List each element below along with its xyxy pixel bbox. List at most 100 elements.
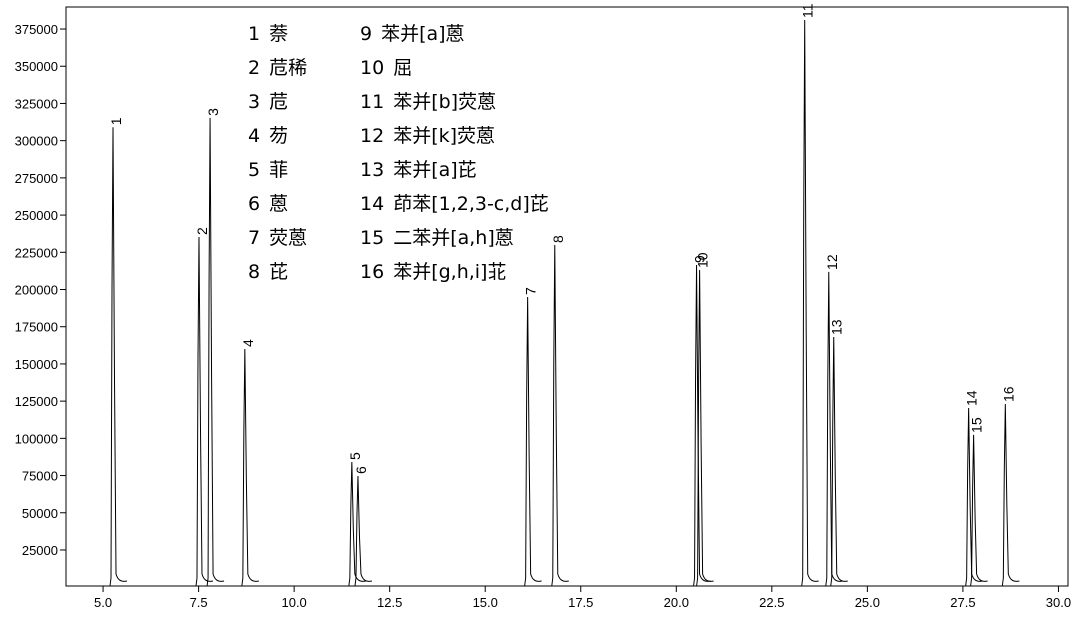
- y-tick-label: 325000: [15, 96, 58, 111]
- peak: [970, 434, 988, 587]
- peak-label: 1: [108, 117, 124, 125]
- legend-entry: 12 苯并[k]荧蒽: [360, 125, 495, 147]
- legend-entry: 11 苯并[b]荧蒽: [360, 91, 496, 113]
- peak-label: 2: [194, 227, 210, 235]
- peak: [965, 407, 983, 587]
- plot-frame: [65, 6, 1069, 587]
- y-tick-label: 50000: [22, 506, 58, 521]
- legend-name: 蒽: [269, 193, 288, 215]
- peak: [206, 117, 225, 587]
- peak-label: 12: [824, 254, 840, 270]
- legend-number: 15: [360, 227, 384, 249]
- legend-name: 苯并[g,h,i]苝: [393, 261, 506, 283]
- y-tick-label: 100000: [15, 431, 58, 446]
- y-tick-label: 25000: [22, 543, 58, 558]
- peak: [801, 19, 819, 587]
- peak-label: 8: [550, 235, 566, 243]
- y-tick-label: 225000: [15, 245, 58, 260]
- legend-number: 13: [360, 159, 384, 181]
- peak-label: 15: [969, 417, 985, 433]
- legend-entry: 14 茚苯[1,2,3-c,d]芘: [360, 193, 549, 215]
- x-tick-label: 12.5: [377, 595, 402, 610]
- x-tick-label: 10.0: [281, 595, 306, 610]
- y-tick-label: 350000: [15, 59, 58, 74]
- legend-entry: 2 苊稀: [248, 57, 307, 79]
- legend-name: 苊稀: [269, 57, 307, 79]
- peak: [354, 475, 373, 587]
- legend-entry: 10 屈: [360, 57, 412, 79]
- legend-number: 2: [248, 57, 260, 79]
- legend-name: 芘: [269, 261, 288, 283]
- legend-name: 芴: [269, 125, 288, 147]
- y-tick-label: 275000: [15, 171, 58, 186]
- legend-name: 苯并[a]芘: [393, 159, 476, 181]
- peak: [825, 271, 843, 587]
- legend-entry: 7 荧蒽: [248, 227, 307, 249]
- legend-name: 苯并[b]荧蒽: [393, 91, 496, 113]
- legend-number: 10: [360, 57, 384, 79]
- peak: [551, 244, 569, 587]
- legend-name: 菲: [269, 159, 288, 181]
- peak-label: 16: [1000, 386, 1016, 402]
- y-tick-label: 200000: [15, 283, 58, 298]
- y-tick-label: 150000: [15, 357, 58, 372]
- y-tick-label: 75000: [22, 469, 58, 484]
- legend-name: 苯并[a]蒽: [381, 23, 464, 45]
- peak-label: 10: [695, 252, 711, 268]
- legend-number: 3: [248, 91, 260, 113]
- legend-name: 屈: [393, 57, 412, 79]
- legend-name: 萘: [269, 23, 288, 45]
- y-tick-label: 175000: [15, 320, 58, 335]
- x-tick-label: 30.0: [1046, 595, 1071, 610]
- legend-entry: 9 苯并[a]蒽: [360, 23, 465, 45]
- peak: [524, 296, 542, 587]
- peak: [830, 336, 848, 587]
- peak: [109, 127, 128, 587]
- x-tick-label: 7.5: [190, 595, 208, 610]
- y-tick-label: 250000: [15, 208, 58, 223]
- legend-entry: 13 苯并[a]芘: [360, 159, 477, 181]
- x-tick-label: 27.5: [950, 595, 975, 610]
- legend-number: 16: [360, 261, 384, 283]
- legend-number: 1: [248, 23, 260, 45]
- x-tick-label: 25.0: [855, 595, 880, 610]
- x-tick-label: 15.0: [473, 595, 498, 610]
- legend-name: 茚苯[1,2,3-c,d]芘: [393, 193, 549, 215]
- peak-label: 3: [205, 108, 221, 116]
- legend-number: 8: [248, 261, 260, 283]
- y-tick-label: 300000: [15, 134, 58, 149]
- x-tick-label: 17.5: [568, 595, 593, 610]
- legend-number: 4: [248, 125, 260, 147]
- legend-name: 苊: [269, 91, 288, 113]
- legend-number: 14: [360, 193, 384, 215]
- legend-number: 5: [248, 159, 260, 181]
- peak-label: 14: [964, 390, 980, 406]
- legend-name: 荧蒽: [269, 227, 307, 249]
- legend-number: 6: [248, 193, 260, 215]
- legend-number: 12: [360, 125, 384, 147]
- peak-label: 9: [692, 255, 708, 263]
- peak: [195, 236, 214, 587]
- peak-label: 5: [347, 452, 363, 460]
- peak-label: 6: [353, 466, 369, 474]
- x-tick-label: 22.5: [759, 595, 784, 610]
- peak: [241, 349, 259, 587]
- x-tick-label: 20.0: [664, 595, 689, 610]
- legend-number: 7: [248, 227, 260, 249]
- legend-entry: 16 苯并[g,h,i]苝: [360, 261, 506, 283]
- peak-label: 7: [523, 287, 539, 295]
- legend-number: 9: [360, 23, 372, 45]
- legend-entry: 15 二苯并[a,h]蒽: [360, 227, 514, 249]
- legend-name: 二苯并[a,h]蒽: [393, 227, 514, 249]
- legend-number: 11: [360, 91, 384, 113]
- y-tick-label: 125000: [15, 394, 58, 409]
- peak-label: 11: [800, 3, 816, 18]
- peak: [696, 270, 714, 587]
